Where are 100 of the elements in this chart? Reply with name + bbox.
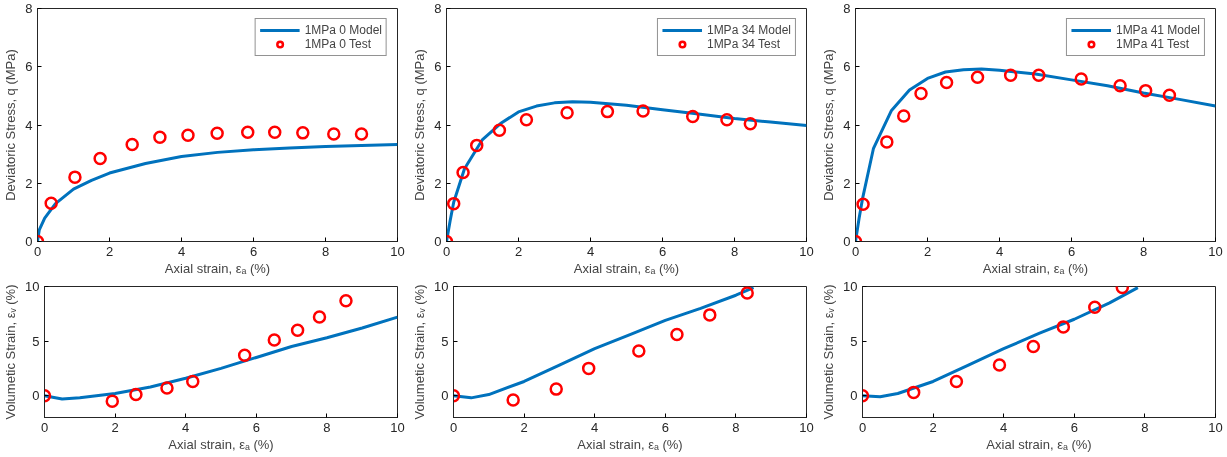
point: [240, 125, 255, 140]
point: [914, 86, 928, 101]
y-tick-label: 6: [25, 59, 33, 75]
point: [1113, 78, 1127, 93]
point: [210, 126, 224, 140]
x-tick-label: 4: [182, 419, 190, 435]
point: [1138, 83, 1153, 98]
point: [68, 170, 82, 184]
point: [237, 348, 252, 363]
x-tick-label: 6: [1067, 243, 1076, 259]
point: [267, 125, 282, 140]
point: [160, 381, 174, 395]
point: [740, 286, 754, 300]
x-tick-label: 8: [321, 243, 330, 259]
x-tick-label: 8: [1139, 243, 1148, 259]
point: [354, 127, 369, 141]
point: [1088, 300, 1102, 314]
line-series: [44, 315, 398, 401]
y-axis-title: Deviatoric Stress, q (MPa): [821, 49, 837, 201]
x-tick-label: 4: [586, 243, 595, 259]
point: [1026, 339, 1041, 354]
point: [519, 113, 534, 127]
point: [636, 104, 650, 118]
point: [896, 109, 911, 123]
x-axis-title: Axial strain, εₐ (%): [577, 436, 683, 452]
y-tick-label: 10: [25, 279, 40, 294]
point: [456, 165, 470, 180]
point: [632, 344, 646, 358]
y-tick-label: 10: [843, 279, 858, 294]
x-tick-label: 10: [799, 419, 814, 435]
legend-label: 1MPa 34 Test: [706, 37, 781, 51]
x-tick-label: 6: [249, 243, 258, 259]
point: [506, 393, 520, 407]
x-tick-label: 10: [390, 243, 405, 259]
x-tick-label: 8: [730, 243, 739, 259]
x-tick-label: 6: [1070, 419, 1078, 435]
x-tick-label: 10: [390, 419, 405, 435]
y-tick-label: 5: [441, 333, 449, 349]
x-tick-label: 6: [658, 243, 667, 259]
point: [1031, 68, 1046, 82]
point: [906, 385, 921, 400]
y-tick-label: 4: [434, 117, 442, 133]
point: [129, 387, 143, 402]
point: [685, 109, 700, 124]
y-tick-label: 4: [843, 117, 851, 133]
x-tick-label: 10: [799, 243, 814, 259]
x-tick-label: 2: [105, 243, 114, 259]
y-axis-title: Deviatoric Stress, q (MPa): [3, 49, 19, 201]
point: [720, 113, 734, 127]
y-tick-label: 2: [843, 175, 851, 191]
legend-label: 1MPa 34 Model: [706, 23, 791, 37]
y-tick-label: 5: [32, 333, 40, 349]
point: [339, 293, 353, 308]
point: [267, 333, 282, 347]
x-tick-label: 8: [323, 419, 331, 435]
point: [560, 106, 574, 120]
point: [186, 374, 200, 389]
y-tick-label: 8: [25, 1, 33, 16]
y-tick-label: 10: [434, 279, 449, 294]
point: [600, 104, 615, 119]
x-tick-label: 6: [252, 419, 260, 435]
x-tick-label: 8: [1141, 419, 1149, 435]
legend-label: 1MPa 0 Model: [304, 23, 382, 37]
y-axis-title: Volumetic Strain, εᵥ (%): [3, 284, 19, 420]
point: [312, 310, 327, 324]
point: [469, 138, 484, 153]
x-tick-label: 4: [995, 243, 1004, 259]
point: [581, 361, 596, 376]
point: [949, 374, 964, 389]
point: [743, 117, 758, 131]
point: [44, 196, 58, 211]
x-axis-title: Axial strain, εₐ (%): [168, 436, 274, 452]
y-tick-label: 6: [434, 59, 442, 75]
line-series: [453, 286, 756, 400]
point: [703, 308, 717, 322]
point: [105, 394, 120, 408]
y-axis-title: Volumetic Strain, εᵥ (%): [412, 284, 428, 420]
y-axis-title: Volumetic Strain, εᵥ (%): [821, 284, 837, 420]
point: [1003, 68, 1018, 82]
point: [290, 323, 305, 337]
point: [856, 197, 870, 211]
x-tick-label: 6: [661, 419, 669, 435]
point: [125, 137, 139, 152]
point: [880, 135, 894, 149]
point: [1074, 72, 1088, 86]
point: [296, 126, 310, 140]
point: [970, 70, 985, 84]
x-tick-label: 10: [1208, 243, 1223, 259]
point: [181, 128, 195, 142]
line-series: [862, 286, 1140, 399]
point: [93, 151, 107, 166]
legend-label: 1MPa 41 Test: [1115, 37, 1190, 51]
point: [992, 358, 1007, 372]
y-tick-label: 0: [441, 388, 449, 404]
y-tick-label: 8: [843, 1, 851, 16]
x-axis-title: Axial strain, εₐ (%): [986, 436, 1092, 452]
x-tick-label: 2: [514, 243, 523, 259]
point: [939, 75, 954, 90]
x-tick-label: 2: [929, 419, 937, 435]
y-axis-title: Deviatoric Stress, q (MPa): [412, 49, 428, 201]
